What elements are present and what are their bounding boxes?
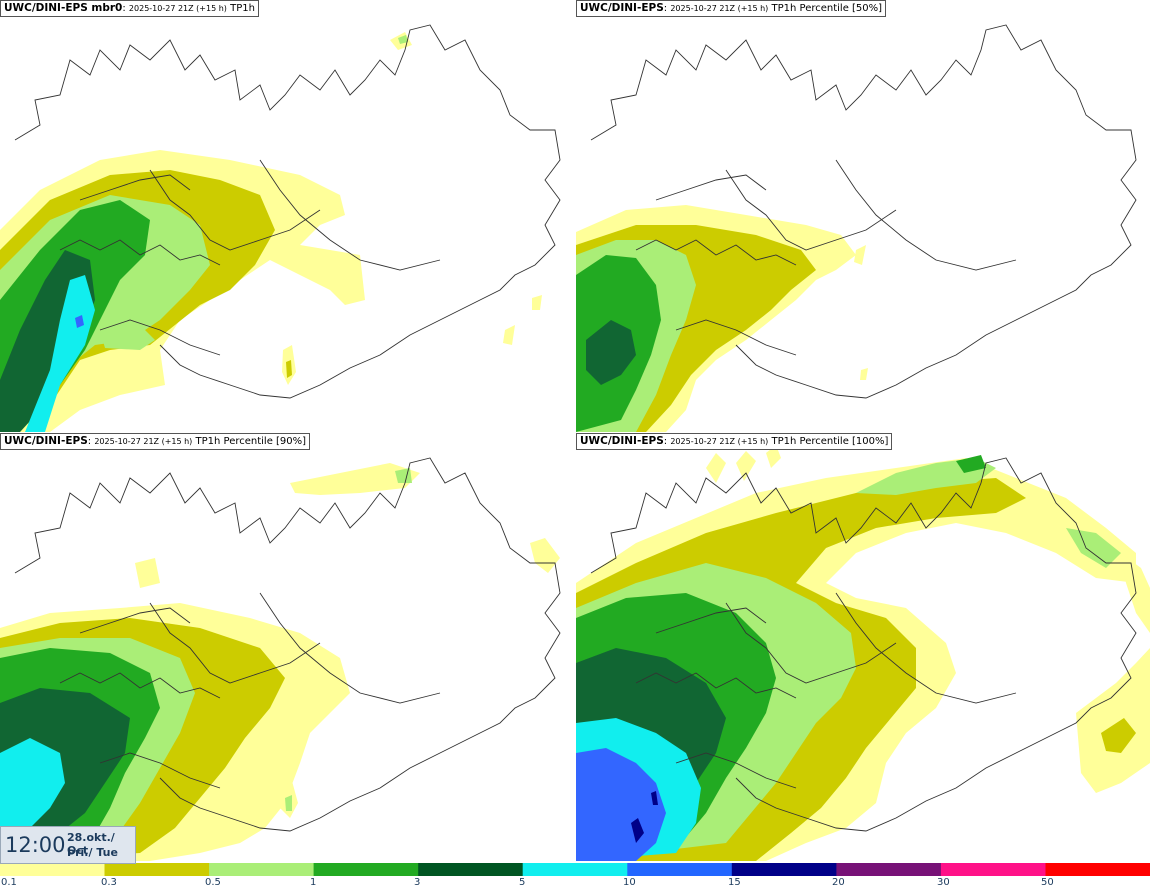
legend-swatch [940, 863, 1046, 876]
legend-swatch [836, 863, 942, 876]
legend-color-bar [0, 863, 1150, 876]
map-panel-mbr0: UWC/DINI-EPS mbr0: 2025-10-27 21Z (+15 h… [0, 0, 575, 432]
map-panel-p90: UWC/DINI-EPS: 2025-10-27 21Z (+15 h) TP1… [0, 433, 575, 861]
legend-tick-label: 5 [519, 877, 526, 888]
legend-swatch [0, 863, 105, 876]
panel-title: UWC/DINI-EPS: 2025-10-27 21Z (+15 h) TP1… [576, 433, 893, 450]
legend-tick-label: 1 [310, 877, 317, 888]
legend-tick-label: 10 [623, 877, 636, 888]
panel-divider [575, 0, 576, 862]
legend-tick-label: 30 [937, 877, 950, 888]
legend-swatch [627, 863, 733, 876]
legend-tick-label: 50 [1041, 877, 1054, 888]
legend-swatch [209, 863, 315, 876]
coastline [14, 24, 561, 399]
precip-map [0, 24, 561, 432]
panel-title: UWC/DINI-EPS mbr0: 2025-10-27 21Z (+15 h… [0, 0, 259, 17]
precip-fields [0, 463, 560, 861]
color-legend [0, 862, 1150, 891]
precip-map [576, 24, 1137, 432]
legend-tick-label: 0.3 [101, 877, 117, 888]
panel-title: UWC/DINI-EPS: 2025-10-27 21Z (+15 h) TP1… [576, 0, 887, 17]
map-panel-p50: UWC/DINI-EPS: 2025-10-27 21Z (+15 h) TP1… [576, 0, 1150, 432]
precip-fields [576, 205, 868, 432]
legend-swatch [731, 863, 837, 876]
legend-tick-label: 20 [832, 877, 845, 888]
valid-time-date: 28.okt./ Oct [67, 831, 115, 857]
precip-fields [576, 445, 1150, 861]
valid-time-box: 12:00 28.okt./ Oct Þri./ Tue [0, 826, 136, 864]
legend-swatch [313, 863, 419, 876]
legend-tick-label: 15 [728, 877, 741, 888]
panel-title: UWC/DINI-EPS: 2025-10-27 21Z (+15 h) TP1… [0, 433, 311, 450]
legend-swatch [104, 863, 210, 876]
precip-map [576, 445, 1150, 861]
legend-tick-label: 0.5 [205, 877, 221, 888]
legend-tick-label: 3 [414, 877, 421, 888]
coastline [590, 24, 1137, 399]
legend-tick-label: 0.1 [1, 877, 17, 888]
precip-map [0, 457, 561, 861]
valid-time-clock: 12:00 [5, 833, 66, 857]
precip-fields [0, 32, 542, 432]
coastline [14, 457, 561, 832]
legend-swatch [418, 863, 524, 876]
coastline [590, 457, 1137, 832]
map-panel-p100: UWC/DINI-EPS: 2025-10-27 21Z (+15 h) TP1… [576, 433, 1150, 861]
valid-time-weekday: Þri./ Tue [67, 846, 118, 859]
legend-swatch [522, 863, 628, 876]
legend-swatch [1045, 863, 1150, 876]
